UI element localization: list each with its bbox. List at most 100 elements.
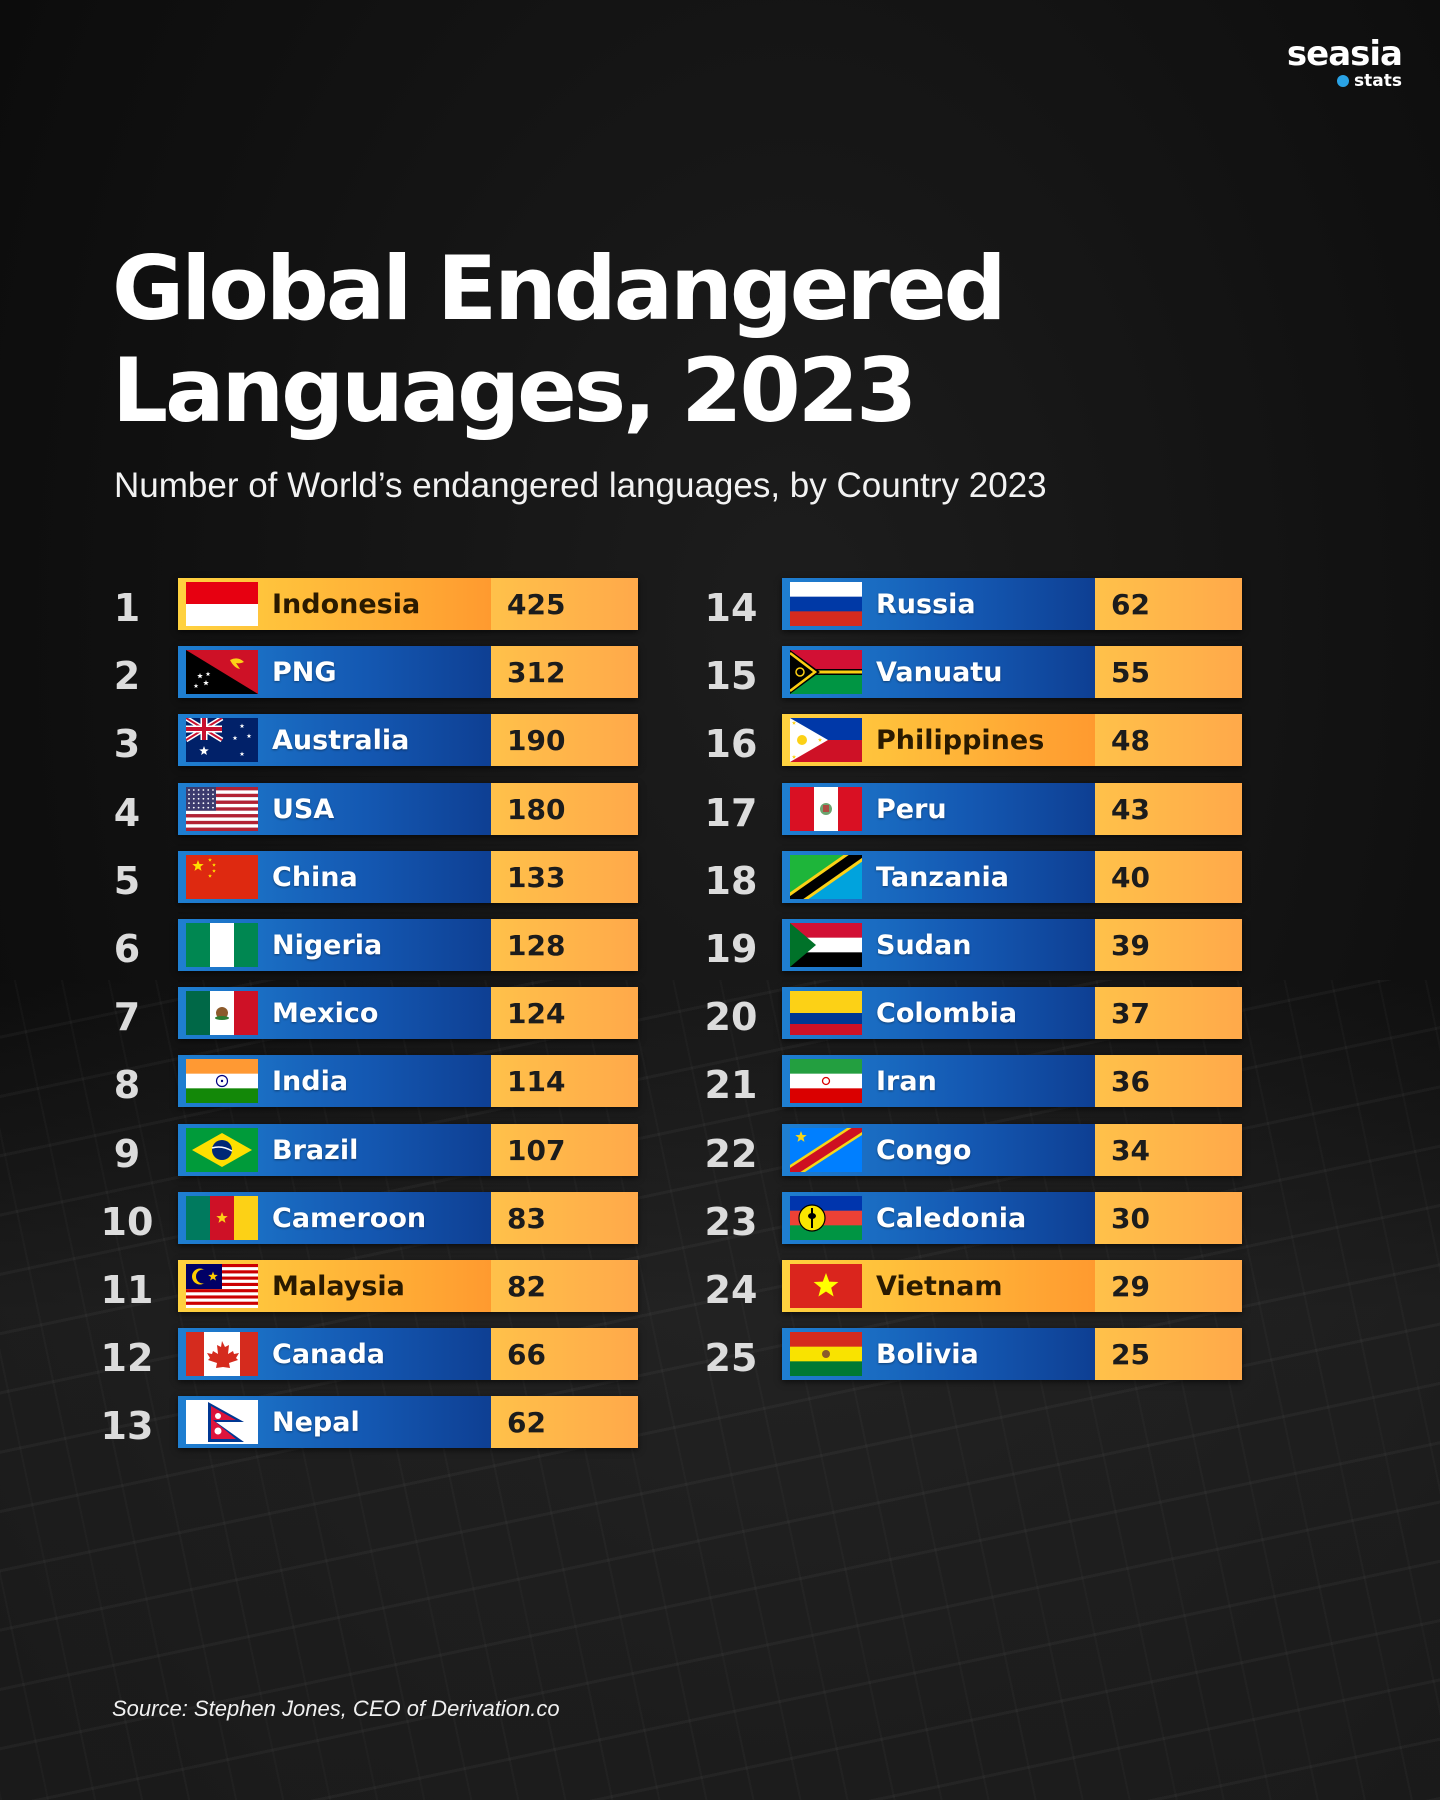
table-row: Nigeria 128 [178, 919, 638, 971]
caledonia-flag-icon [790, 1196, 862, 1240]
country-cell: Bolivia [782, 1328, 1095, 1380]
congo-flag-icon [790, 1128, 862, 1172]
bolivia-flag-icon [790, 1332, 862, 1376]
table-row: Philippines 48 [782, 714, 1242, 766]
table-row: India 114 [178, 1055, 638, 1107]
rank-number: 14 [704, 586, 758, 630]
value-label: 37 [1095, 987, 1242, 1039]
country-cell: Vietnam [782, 1260, 1095, 1312]
russia-flag-icon [790, 582, 862, 626]
value-label: 180 [491, 783, 638, 835]
table-row: Malaysia 82 [178, 1260, 638, 1312]
table-row: Brazil 107 [178, 1124, 638, 1176]
country-name: USA [272, 793, 335, 825]
country-name: Indonesia [272, 588, 421, 620]
rank-number: 23 [704, 1200, 758, 1244]
value-label: 36 [1095, 1055, 1242, 1107]
country-name: Cameroon [272, 1202, 427, 1234]
rank-number: 11 [100, 1268, 154, 1312]
country-name: Russia [876, 588, 976, 620]
brand-dot-icon [1337, 75, 1350, 87]
brand-sub: stats [1287, 72, 1402, 90]
country-cell: Congo [782, 1124, 1095, 1176]
brand-name: seasia [1286, 34, 1403, 74]
value-label: 114 [491, 1055, 638, 1107]
table-row: Peru 43 [782, 783, 1242, 835]
sudan-flag-icon [790, 923, 862, 967]
rank-number: 15 [704, 654, 758, 698]
brand-logo: seasia stats [1286, 34, 1403, 90]
table-row: Nepal 62 [178, 1396, 638, 1448]
value-label: 34 [1095, 1124, 1242, 1176]
malaysia-flag-icon [186, 1264, 258, 1308]
country-name: China [272, 861, 358, 893]
title-line-1: Global Endangered [112, 237, 1007, 340]
table-row: Caledonia 30 [782, 1192, 1242, 1244]
table-row: Vanuatu 55 [782, 646, 1242, 698]
png-flag-icon [186, 650, 258, 694]
country-cell: Vanuatu [782, 646, 1095, 698]
table-row: Iran 36 [782, 1055, 1242, 1107]
tanzania-flag-icon [790, 855, 862, 899]
usa-flag-icon [186, 787, 258, 831]
country-name: Iran [876, 1065, 937, 1097]
rank-number: 8 [113, 1063, 141, 1107]
rank-number: 12 [100, 1336, 154, 1380]
value-label: 425 [491, 578, 638, 630]
value-label: 62 [491, 1396, 638, 1448]
table-row: China 133 [178, 851, 638, 903]
value-label: 43 [1095, 783, 1242, 835]
table-row: Indonesia 425 [178, 578, 638, 630]
country-cell: Canada [178, 1328, 491, 1380]
table-row: PNG 312 [178, 646, 638, 698]
value-label: 25 [1095, 1328, 1242, 1380]
colombia-flag-icon [790, 991, 862, 1035]
value-label: 29 [1095, 1260, 1242, 1312]
country-name: Caledonia [876, 1202, 1027, 1234]
rank-number: 24 [704, 1268, 758, 1312]
value-label: 39 [1095, 919, 1242, 971]
table-row: Bolivia 25 [782, 1328, 1242, 1380]
country-cell: Russia [782, 578, 1095, 630]
rank-number: 6 [113, 927, 141, 971]
title-line-2: Languages, 2023 [112, 339, 917, 442]
country-cell: Peru [782, 783, 1095, 835]
table-row: Colombia 37 [782, 987, 1242, 1039]
table-row: USA 180 [178, 783, 638, 835]
indonesia-flag-icon [186, 582, 258, 626]
country-name: Australia [272, 724, 410, 756]
rank-number: 10 [100, 1200, 154, 1244]
country-cell: Cameroon [178, 1192, 491, 1244]
nigeria-flag-icon [186, 923, 258, 967]
vietnam-flag-icon [790, 1264, 862, 1308]
table-row: Australia 190 [178, 714, 638, 766]
canada-flag-icon [186, 1332, 258, 1376]
india-flag-icon [186, 1059, 258, 1103]
country-cell: Mexico [178, 987, 491, 1039]
country-name: Vanuatu [876, 656, 1003, 688]
country-name: Brazil [272, 1134, 359, 1166]
country-name: PNG [272, 656, 337, 688]
page-title: Global Endangered Languages, 2023 [112, 238, 1312, 442]
country-name: Nigeria [272, 929, 383, 961]
table-row: Cameroon 83 [178, 1192, 638, 1244]
country-cell: Iran [782, 1055, 1095, 1107]
nepal-flag-icon [186, 1400, 258, 1444]
country-name: Philippines [876, 724, 1045, 756]
country-cell: Nigeria [178, 919, 491, 971]
country-name: Congo [876, 1134, 972, 1166]
country-cell: Sudan [782, 919, 1095, 971]
rank-number: 13 [100, 1404, 154, 1448]
australia-flag-icon [186, 718, 258, 762]
country-name: Colombia [876, 997, 1018, 1029]
value-label: 82 [491, 1260, 638, 1312]
value-label: 312 [491, 646, 638, 698]
value-label: 107 [491, 1124, 638, 1176]
mexico-flag-icon [186, 991, 258, 1035]
vanuatu-flag-icon [790, 650, 862, 694]
brand-sub-label: stats [1354, 71, 1402, 91]
brazil-flag-icon [186, 1128, 258, 1172]
table-row: Mexico 124 [178, 987, 638, 1039]
country-name: Nepal [272, 1406, 360, 1438]
rank-number: 19 [704, 927, 758, 971]
